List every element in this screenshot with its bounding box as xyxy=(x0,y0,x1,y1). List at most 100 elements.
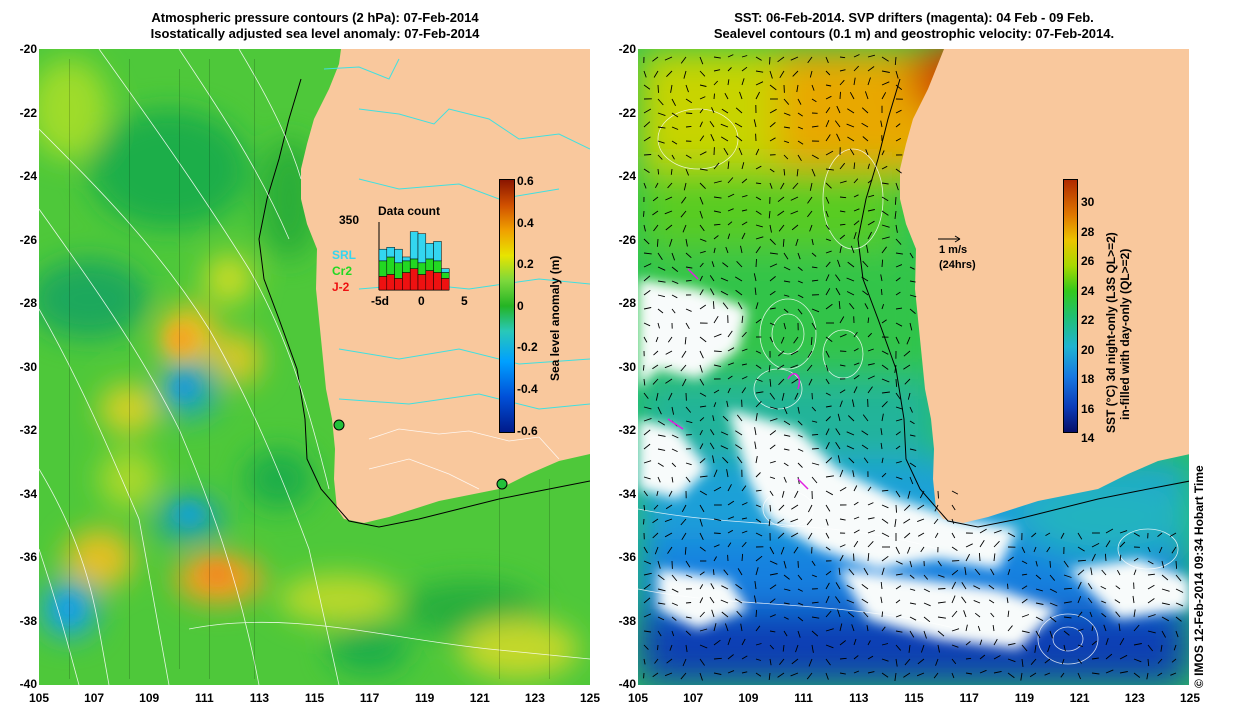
velocity-vector xyxy=(867,348,874,352)
velocity-vector xyxy=(685,462,692,466)
velocity-vector xyxy=(797,448,804,452)
velocity-vector xyxy=(720,277,729,282)
velocity-vector xyxy=(1044,672,1051,676)
velocity-vector xyxy=(1077,532,1083,540)
velocity-vector xyxy=(720,431,729,436)
velocity-vector xyxy=(755,555,763,562)
velocity-vector xyxy=(863,567,869,576)
velocity-vector xyxy=(699,628,708,632)
velocity-vector xyxy=(1021,644,1028,652)
velocity-vector xyxy=(699,151,707,156)
velocity-vector xyxy=(794,490,799,499)
velocity-vector xyxy=(657,588,666,592)
velocity-vector xyxy=(895,573,903,576)
velocity-vector xyxy=(797,294,804,299)
data-count-bar-cr2-2 xyxy=(394,262,403,279)
velocity-vector xyxy=(699,364,703,373)
velocity-vector xyxy=(699,304,707,310)
velocity-vector xyxy=(853,348,859,352)
velocity-vector xyxy=(778,504,785,511)
velocity-vector xyxy=(755,182,762,185)
velocity-vector xyxy=(783,322,787,330)
velocity-vector xyxy=(685,602,692,604)
lat-label-right: -34 xyxy=(618,486,636,501)
velocity-vector xyxy=(1147,560,1154,565)
sla-colorbar-tick: 0.4 xyxy=(517,215,534,230)
velocity-vector xyxy=(895,630,903,633)
velocity-vector xyxy=(741,530,748,534)
velocity-vector xyxy=(643,263,652,268)
velocity-vector xyxy=(740,623,743,632)
velocity-vector xyxy=(917,532,925,537)
velocity-vector xyxy=(643,429,651,436)
velocity-vector xyxy=(1114,599,1121,604)
velocity-vector xyxy=(825,182,832,189)
velocity-vector xyxy=(664,364,673,369)
velocity-vector xyxy=(671,126,679,130)
velocity-vector xyxy=(1175,588,1184,593)
velocity-vector xyxy=(738,147,743,156)
inset-xtick-0: 0 xyxy=(418,294,425,308)
velocity-vector xyxy=(866,625,869,632)
velocity-vector xyxy=(783,406,788,415)
velocity-vector xyxy=(755,350,762,354)
velocity-vector xyxy=(1147,598,1155,604)
velocity-vector xyxy=(791,504,799,510)
velocity-vector xyxy=(895,585,902,590)
velocity-vector xyxy=(867,640,871,646)
velocity-vector xyxy=(769,430,777,436)
velocity-vector xyxy=(685,112,693,114)
velocity-vector xyxy=(965,553,970,562)
velocity-vector xyxy=(736,414,743,422)
velocity-vector xyxy=(753,595,757,604)
velocity-vector xyxy=(909,476,914,485)
velocity-vector xyxy=(811,644,814,653)
velocity-vector xyxy=(1133,557,1139,562)
velocity-vector xyxy=(795,644,799,653)
velocity-vector xyxy=(797,434,803,438)
velocity-vector xyxy=(769,614,776,618)
velocity-vector xyxy=(825,134,831,142)
velocity-vector xyxy=(1091,625,1094,632)
velocity-vector xyxy=(853,540,859,548)
velocity-vector xyxy=(839,69,846,72)
velocity-vector xyxy=(808,378,813,386)
lon-label-left: 117 xyxy=(359,691,380,705)
velocity-vector xyxy=(867,317,870,324)
velocity-vector xyxy=(769,630,776,633)
sst-colorbar-tick: 22 xyxy=(1081,313,1095,327)
velocity-vector xyxy=(847,108,855,114)
velocity-vector xyxy=(849,303,855,310)
velocity-vector xyxy=(993,655,1001,660)
velocity-vector xyxy=(881,567,885,576)
velocity-vector xyxy=(895,431,901,436)
velocity-vector xyxy=(825,490,834,496)
lat-label-left: -40 xyxy=(19,677,37,691)
velocity-vector xyxy=(965,543,973,548)
velocity-vector xyxy=(727,233,731,240)
velocity-vector xyxy=(853,178,859,184)
velocity-vector xyxy=(699,378,705,386)
velocity-vector xyxy=(755,504,762,508)
velocity-vector xyxy=(979,639,983,646)
velocity-vector xyxy=(1007,672,1015,679)
velocity-vector xyxy=(754,287,757,296)
velocity-vector xyxy=(699,350,704,359)
velocity-vector xyxy=(671,308,676,314)
velocity-vector xyxy=(848,568,855,576)
data-count-bar-cr2-5 xyxy=(417,262,427,275)
velocity-vector xyxy=(643,136,651,142)
velocity-vector xyxy=(835,274,841,282)
velocity-vector xyxy=(790,210,799,215)
velocity-vector xyxy=(741,178,748,184)
velocity-vector xyxy=(853,553,855,562)
right-panel-title: SST: 06-Feb-2014. SVP drifters (magenta)… xyxy=(638,10,1190,42)
velocity-vector xyxy=(861,122,869,128)
velocity-vector xyxy=(974,568,981,576)
velocity-vector xyxy=(867,54,876,58)
velocity-vector xyxy=(712,569,715,576)
velocity-vector xyxy=(783,126,790,129)
velocity-vector xyxy=(667,182,673,189)
velocity-vector xyxy=(699,168,708,171)
velocity-vector xyxy=(825,288,831,296)
